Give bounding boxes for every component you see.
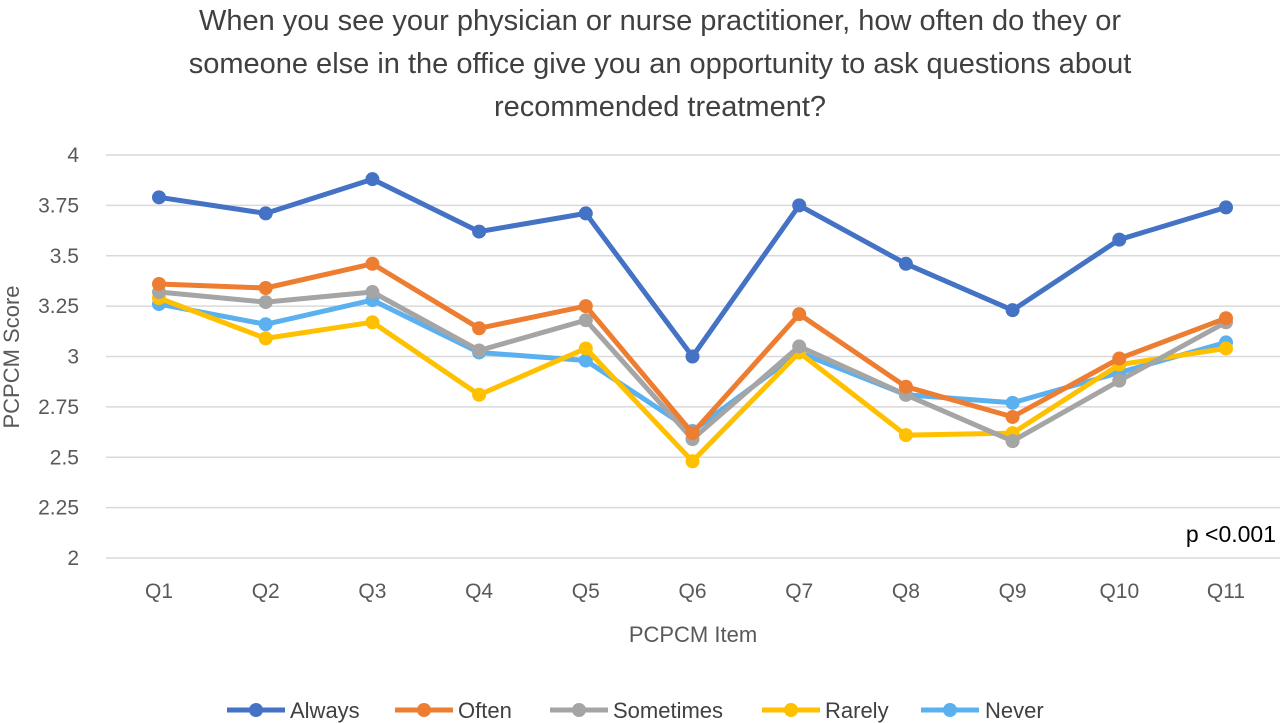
x-tick-label: Q9: [999, 580, 1027, 603]
x-tick-label: Q11: [1207, 580, 1245, 603]
legend-label: Always: [290, 698, 360, 723]
data-point: [258, 331, 273, 346]
legend-marker: [249, 703, 263, 717]
x-tick-label: Q4: [465, 580, 493, 603]
data-point: [472, 387, 487, 402]
p-value-annotation: p <0.001: [1186, 521, 1276, 547]
legend-item-always: Always: [227, 698, 360, 723]
y-tick-label: 2: [67, 547, 79, 570]
x-tick-label: Q8: [892, 580, 920, 603]
x-axis-tick-labels: Q1 Q2 Q3 Q4 Q5 Q6 Q7 Q8 Q9 Q10 Q11: [145, 580, 1245, 603]
x-tick-label: Q7: [785, 580, 813, 603]
legend-label: Sometimes: [613, 698, 723, 723]
data-point: [898, 256, 913, 271]
data-point: [472, 224, 487, 239]
data-point: [898, 428, 913, 443]
data-point: [1219, 311, 1233, 326]
y-tick-label: 3: [67, 346, 79, 369]
x-tick-label: Q3: [358, 580, 386, 603]
legend-label: Rarely: [825, 698, 889, 723]
y-axis-title: PCPCM Score: [0, 285, 24, 428]
chart-title-line-2: someone else in the office give you an o…: [188, 48, 1132, 80]
legend-item-often: Often: [395, 698, 512, 723]
data-point: [1112, 351, 1127, 366]
y-tick-label: 2.75: [38, 396, 79, 419]
legend-item-rarely: Rarely: [762, 698, 889, 723]
data-point: [1005, 303, 1020, 318]
y-tick-label: 3.25: [38, 295, 79, 318]
data-point: [472, 321, 487, 336]
data-point: [792, 198, 807, 213]
series-often: [152, 256, 1233, 441]
legend-label: Never: [985, 698, 1044, 723]
data-point: [365, 315, 380, 330]
chart-title-line-1: When you see your physician or nurse pra…: [198, 5, 1122, 37]
series-group: [152, 172, 1233, 469]
x-tick-label: Q2: [252, 580, 280, 603]
data-point: [578, 341, 593, 356]
series-sometimes: [152, 285, 1233, 449]
chart-title-line-3: recommended treatment?: [493, 91, 827, 123]
legend-item-sometimes: Sometimes: [550, 698, 723, 723]
series-line: [156, 261, 1229, 436]
data-point: [792, 307, 807, 322]
data-point: [472, 343, 487, 358]
data-point: [258, 295, 273, 310]
data-point: [1112, 232, 1127, 247]
legend-marker: [943, 703, 957, 717]
y-axis-tick-labels: 2 2.25 2.5 2.75 3 3.25 3.5 3.75 4: [38, 144, 79, 570]
data-point: [578, 206, 593, 221]
data-point: [1005, 434, 1020, 449]
data-point: [685, 454, 700, 469]
data-point: [578, 299, 593, 314]
series-always: [152, 172, 1233, 364]
y-tick-label: 3.5: [50, 245, 79, 268]
data-point: [152, 276, 166, 291]
y-tick-label: 2.25: [38, 497, 79, 520]
data-point: [1005, 409, 1020, 424]
data-point: [365, 172, 380, 187]
x-tick-label: Q1: [145, 580, 173, 603]
x-axis-title: PCPCM Item: [629, 622, 757, 647]
legend-label: Often: [458, 698, 512, 723]
x-tick-label: Q5: [572, 580, 600, 603]
legend-item-never: Never: [921, 698, 1044, 723]
data-point: [365, 256, 380, 271]
data-point: [1005, 395, 1020, 410]
data-point: [685, 426, 700, 441]
data-point: [258, 280, 273, 295]
data-point: [152, 190, 166, 205]
data-point: [898, 379, 913, 394]
series-never: [152, 293, 1233, 439]
data-point: [1219, 341, 1233, 356]
data-point: [1112, 373, 1127, 388]
legend-marker: [784, 703, 798, 717]
y-tick-label: 3.75: [38, 194, 79, 217]
x-tick-label: Q6: [678, 580, 706, 603]
data-point: [578, 353, 593, 368]
data-point: [578, 313, 593, 328]
data-point: [365, 285, 380, 300]
legend-marker: [572, 703, 586, 717]
x-tick-label: Q10: [1099, 580, 1139, 603]
data-point: [792, 339, 807, 354]
data-point: [258, 206, 273, 221]
chart-title: When you see your physician or nurse pra…: [40, 0, 1280, 129]
data-point: [258, 317, 273, 332]
data-point: [1219, 200, 1233, 215]
legend-marker: [417, 703, 431, 717]
y-tick-label: 2.5: [50, 446, 79, 469]
data-point: [685, 349, 700, 364]
y-tick-label: 4: [67, 144, 79, 167]
legend: Always Often Sometimes Rarely Never: [227, 698, 1044, 723]
